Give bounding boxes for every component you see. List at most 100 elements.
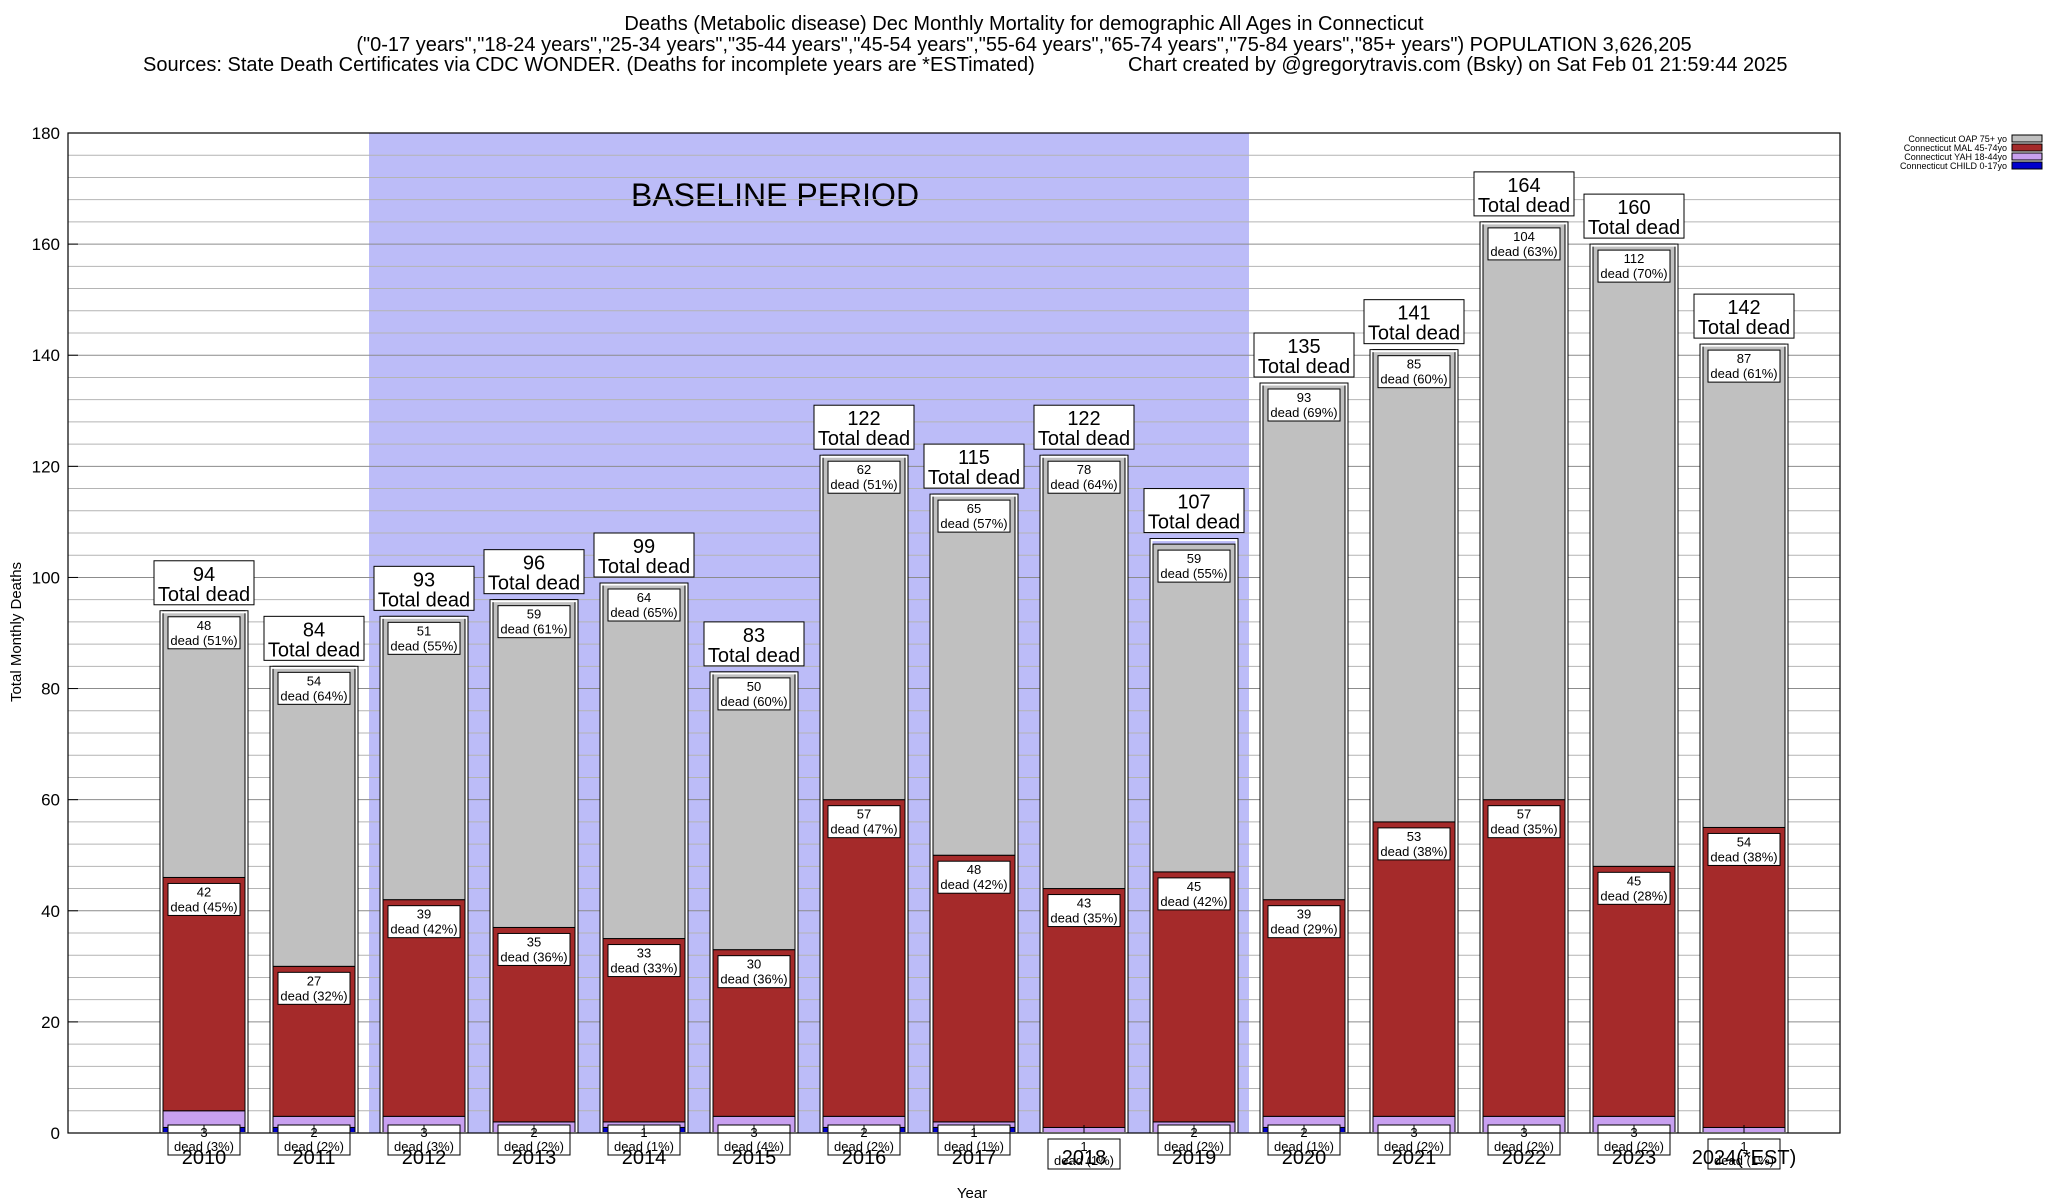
segment-pct-label: dead (64%) — [280, 688, 347, 703]
segment-label-box — [277, 971, 351, 1005]
segment-value-label: 59 — [1187, 551, 1201, 566]
legend-swatch — [2011, 161, 2043, 170]
x-tick-label: 2012 — [402, 1147, 447, 1169]
segment-value-label: 104 — [1513, 229, 1535, 244]
chart-title: Deaths (Metabolic disease) Dec Monthly M… — [624, 13, 1424, 35]
legend-label: Connecticut OAP 75+ yo — [1908, 134, 2007, 144]
segment-pct-label: dead (28%) — [1600, 888, 1667, 903]
segment-label-box — [1707, 349, 1781, 383]
total-text-label: Total dead — [1038, 428, 1130, 450]
segment-pct-label: dead (42%) — [940, 877, 1007, 892]
total-text-label: Total dead — [378, 589, 470, 611]
total-label-box — [1033, 404, 1135, 450]
segment-pct-label-young: dead (1%) — [1054, 1153, 1114, 1168]
bar-segment — [1592, 243, 1676, 867]
segment-label-box — [1047, 460, 1121, 494]
x-axis-label: Year — [957, 1185, 987, 1200]
segment-pct-label: dead (65%) — [610, 605, 677, 620]
segment-label-box — [1377, 827, 1451, 861]
segment-pct-label: dead (42%) — [390, 922, 457, 937]
baseline-period-label: BASELINE PERIOD — [631, 177, 919, 213]
total-value-label: 160 — [1617, 197, 1650, 219]
segment-value-label: 59 — [527, 607, 541, 622]
segment-pct-label: dead (61%) — [500, 622, 567, 637]
segment-value-label: 65 — [967, 501, 981, 516]
total-label-box — [923, 443, 1025, 489]
total-label-box — [593, 532, 695, 578]
segment-label-box — [387, 621, 461, 655]
legend-label: Connecticut CHILD 0-17yo — [1900, 161, 2007, 171]
bar-segment — [822, 799, 906, 1117]
segment-pct-label-young: dead (3%) — [394, 1139, 454, 1154]
legend-label: Connecticut YAH 18-44yo — [1904, 152, 2007, 162]
segment-pct-label: dead (42%) — [1160, 894, 1227, 909]
bar-segment — [932, 493, 1016, 856]
segment-label-box — [497, 932, 571, 966]
x-tick-label: 2019 — [1172, 1147, 1217, 1169]
x-tick-label: 2011 — [292, 1147, 335, 1169]
segment-pct-label-young: dead (1%) — [1714, 1153, 1774, 1168]
segment-value-label: 45 — [1187, 879, 1201, 894]
segment-value-label: 39 — [1297, 907, 1311, 922]
total-value-label: 122 — [1067, 408, 1100, 430]
segment-value-label: 30 — [747, 957, 761, 972]
y-tick-label: 160 — [32, 235, 60, 254]
segment-value-label: 53 — [1407, 829, 1421, 844]
segment-label-box — [1597, 249, 1671, 283]
segment-pct-label: dead (45%) — [170, 899, 237, 914]
total-label-box — [703, 621, 805, 667]
segment-label-box — [497, 605, 571, 639]
segment-label-box-young — [1707, 1138, 1781, 1170]
total-text-label: Total dead — [1258, 356, 1350, 378]
x-tick-label: 2022 — [1502, 1147, 1547, 1169]
segment-pct-label: dead (38%) — [1710, 849, 1777, 864]
total-text-label: Total dead — [268, 639, 360, 661]
bar-segment — [1262, 382, 1346, 901]
total-label-box — [1473, 171, 1575, 217]
bar-segment — [162, 876, 246, 1112]
bar-segment — [712, 671, 796, 951]
segment-value-label: 48 — [197, 618, 211, 633]
segment-label-box — [827, 460, 901, 494]
total-value-label: 141 — [1397, 303, 1430, 325]
total-text-label: Total dead — [598, 556, 690, 578]
segment-pct-label: dead (55%) — [390, 638, 457, 653]
segment-label-box — [1047, 894, 1121, 928]
segment-label-box — [1707, 832, 1781, 866]
bar-segment — [602, 582, 686, 940]
bar-segment — [1372, 349, 1456, 823]
total-label-box — [1253, 332, 1355, 378]
y-tick-label: 120 — [32, 457, 60, 476]
total-label-box — [483, 549, 585, 595]
total-value-label: 83 — [743, 625, 765, 647]
y-tick-label: 180 — [32, 124, 60, 143]
total-label-box — [373, 565, 475, 611]
segment-value-label: 64 — [637, 590, 651, 605]
segment-pct-label-young: dead (3%) — [174, 1139, 234, 1154]
segment-pct-label-young: dead (2%) — [834, 1139, 894, 1154]
segment-label-box — [1597, 871, 1671, 905]
segment-pct-label-young: dead (2%) — [1604, 1139, 1664, 1154]
x-tick-label: 2018 — [1062, 1147, 1107, 1169]
total-text-label: Total dead — [708, 645, 800, 667]
x-tick-label: 2020 — [1282, 1147, 1327, 1169]
bar-segment — [1592, 865, 1676, 1117]
x-tick-label: 2013 — [512, 1147, 557, 1169]
segment-label-box-young — [167, 1124, 241, 1156]
segment-label-box — [717, 955, 791, 989]
segment-pct-label-young: dead (4%) — [724, 1139, 784, 1154]
total-text-label: Total dead — [1478, 195, 1570, 217]
bar-segment — [1482, 221, 1566, 801]
bar-segment — [1042, 454, 1126, 890]
bar-segment — [382, 615, 466, 901]
segment-value-label: 50 — [747, 679, 761, 694]
segment-pct-label: dead (51%) — [170, 633, 237, 648]
bar-segment — [932, 854, 1016, 1123]
segment-pct-label-young: dead (2%) — [284, 1139, 344, 1154]
segment-label-box — [937, 860, 1011, 894]
segment-pct-label: dead (55%) — [1160, 566, 1227, 581]
segment-pct-label-young: dead (1%) — [944, 1139, 1004, 1154]
chart-subtitle-age-groups: ("0-17 years","18-24 years","25-34 years… — [356, 34, 1692, 56]
x-tick-label: 2015 — [732, 1147, 777, 1169]
